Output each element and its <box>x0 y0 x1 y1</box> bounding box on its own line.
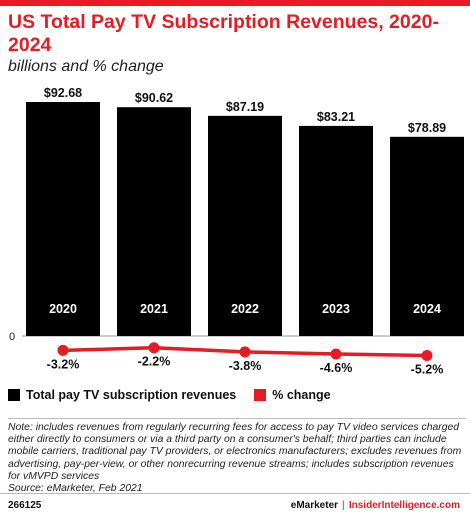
change-point-2020 <box>57 344 69 356</box>
category-label-2021: 2021 <box>140 302 168 316</box>
bar-2022 <box>208 115 282 337</box>
brand-insiderintelligence[interactable]: InsiderIntelligence.com <box>348 500 460 511</box>
category-label-2022: 2022 <box>231 302 259 316</box>
bar-2024 <box>390 136 464 336</box>
bar-value-label-2023: $83.21 <box>317 110 355 124</box>
note-text: Note: includes revenues from regularly r… <box>8 422 462 482</box>
bar-2023 <box>299 125 373 337</box>
legend-swatch-revenues <box>8 389 20 401</box>
chart-subtitle: billions and % change <box>8 58 164 75</box>
category-label-2020: 2020 <box>49 302 77 316</box>
zero-axis-label: 0 <box>9 331 15 343</box>
legend-item-revenues: Total pay TV subscription revenues <box>8 388 236 402</box>
change-label-2020: -3.2% <box>47 357 80 371</box>
chart-area: 0 $92.68 2020 $90.62 2021 $87.19 2022 $83.21 202… <box>9 86 464 377</box>
change-label-2024: -5.2% <box>411 363 444 377</box>
legend-label-change: % change <box>272 388 331 402</box>
legend-label-revenues: Total pay TV subscription revenues <box>26 388 237 402</box>
category-label-2023: 2023 <box>322 302 350 316</box>
change-point-2021 <box>148 342 160 354</box>
source-text: Source: eMarketer, Feb 2021 <box>8 483 143 495</box>
change-label-2022: -3.8% <box>229 359 262 373</box>
chart-id: 266125 <box>8 500 42 511</box>
change-point-2022 <box>239 346 251 358</box>
bar-value-label-2024: $78.89 <box>408 121 446 135</box>
bar-value-label-2022: $87.19 <box>226 100 264 114</box>
change-point-2024 <box>421 350 433 362</box>
change-label-2021: -2.2% <box>138 355 171 369</box>
bar-value-label-2020: $92.68 <box>44 86 82 100</box>
change-label-2023: -4.6% <box>320 361 353 375</box>
footer: 266125 eMarketer | InsiderIntelligence.com <box>0 493 470 522</box>
change-point-2023 <box>330 348 342 360</box>
brand-separator: | <box>342 500 345 511</box>
bar-2021 <box>117 107 191 336</box>
brand-emarketer: eMarketer <box>290 500 339 511</box>
footer-brand: eMarketer | InsiderIntelligence.com <box>291 500 460 511</box>
legend-item-change: % change <box>254 388 331 402</box>
category-label-2024: 2024 <box>413 302 441 316</box>
chart-note: Note: includes revenues from regularly r… <box>8 418 466 495</box>
bar-2020 <box>26 102 100 336</box>
bar-value-label-2021: $90.62 <box>135 91 173 105</box>
legend: Total pay TV subscription revenues % cha… <box>8 388 349 402</box>
legend-swatch-change <box>254 389 267 401</box>
top-accent-bar <box>0 0 470 6</box>
chart-title: US Total Pay TV Subscription Revenues, 2… <box>8 11 439 56</box>
